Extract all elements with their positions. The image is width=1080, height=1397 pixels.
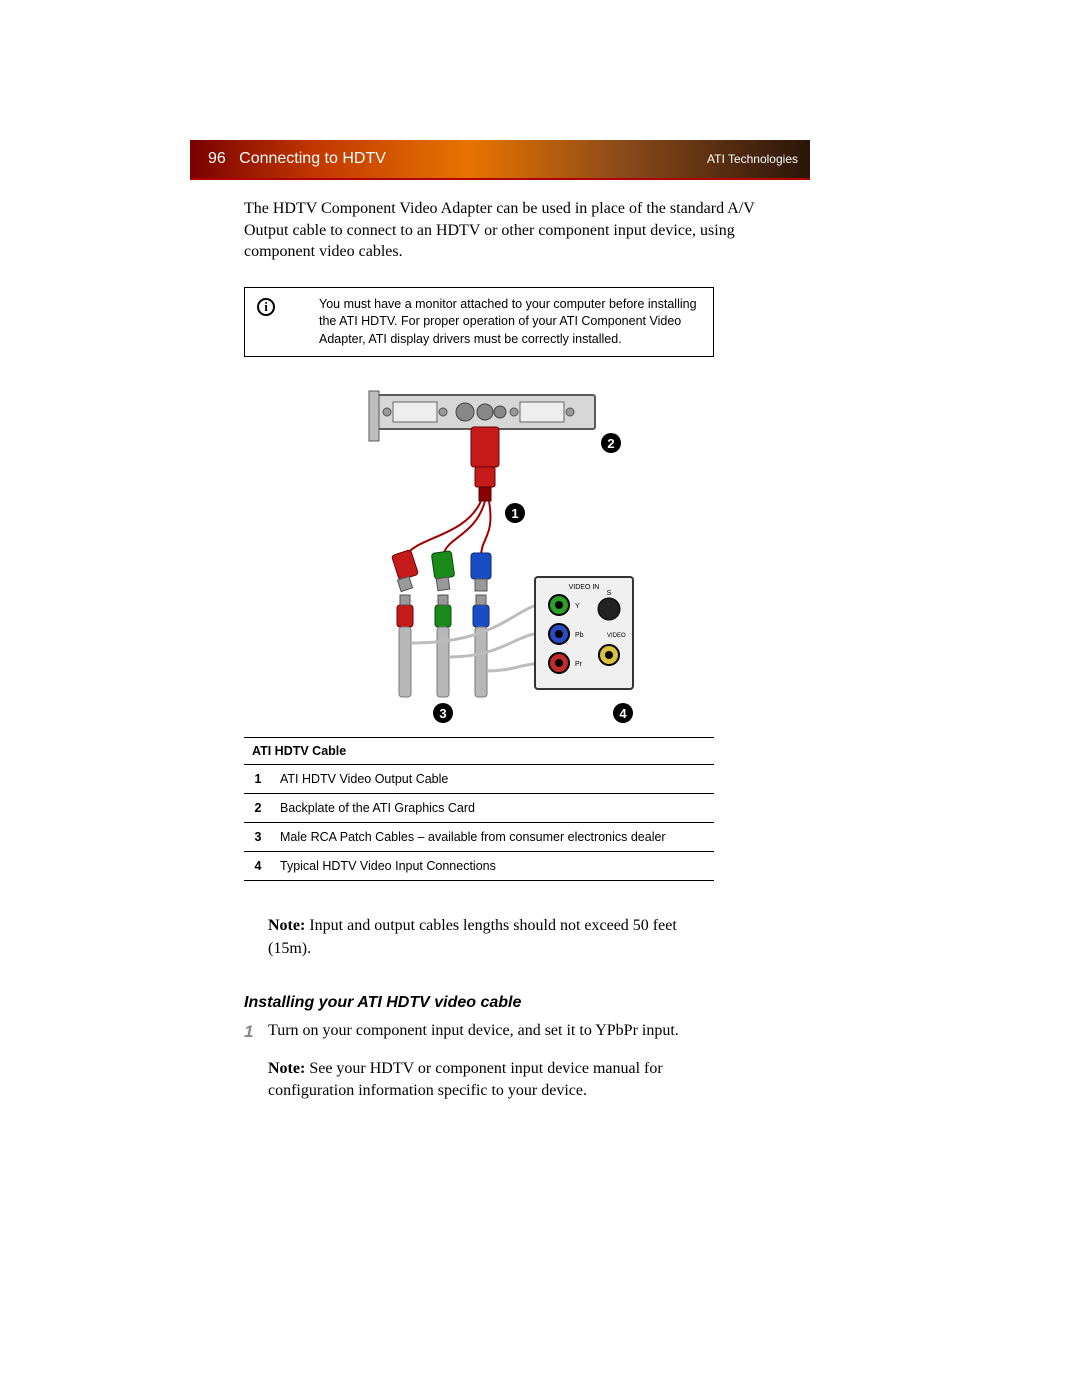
callout-3: 3 <box>439 706 446 721</box>
install-heading: Installing your ATI HDTV video cable <box>244 994 756 1012</box>
header-left: 96 Connecting to HDTV <box>208 150 386 168</box>
row-label: Male RCA Patch Cables – available from c… <box>272 823 714 852</box>
callout-4: 4 <box>619 706 627 721</box>
install-step-1: 1 Turn on your component input device, a… <box>244 1020 756 1044</box>
rca-bottom-red <box>397 595 413 627</box>
row-label: ATI HDTV Video Output Cable <box>272 765 714 794</box>
row-num: 2 <box>244 794 272 823</box>
note-label: Note: <box>268 917 305 934</box>
row-label: Typical HDTV Video Input Connections <box>272 852 714 881</box>
row-num: 3 <box>244 823 272 852</box>
rca-bottom-green <box>435 595 451 627</box>
label-pb: Pb <box>575 632 584 639</box>
page-number: 96 <box>208 150 226 167</box>
label-s: S <box>607 590 612 597</box>
row-label: Backplate of the ATI Graphics Card <box>272 794 714 823</box>
hdtv-cable-diagram: VIDEO IN Y S Pb VIDEO Pr <box>244 387 756 727</box>
label-pr: Pr <box>575 661 583 668</box>
hdtv-adapter-plug <box>471 427 499 501</box>
row-num: 1 <box>244 765 272 794</box>
info-callout-text: You must have a monitor attached to your… <box>319 296 701 349</box>
note-text: See your HDTV or component input device … <box>268 1060 663 1099</box>
info-callout-box: i You must have a monitor attached to yo… <box>244 287 714 358</box>
note-label: Note: <box>268 1060 305 1077</box>
note-text: Input and output cables lengths should n… <box>268 917 677 956</box>
label-y: Y <box>575 603 580 610</box>
cable-length-note: Note: Input and output cables lengths sh… <box>244 915 714 960</box>
diagram-svg: VIDEO IN Y S Pb VIDEO Pr <box>355 387 645 727</box>
page-header-bar: 96 Connecting to HDTV ATI Technologies <box>190 140 810 180</box>
row-num: 4 <box>244 852 272 881</box>
label-video-in: VIDEO IN <box>569 584 600 591</box>
header-separator <box>230 150 234 167</box>
adapter-wires <box>405 501 490 557</box>
callout-2: 2 <box>607 436 614 451</box>
brand-label: ATI Technologies <box>707 152 798 166</box>
table-row: 1 ATI HDTV Video Output Cable <box>244 765 714 794</box>
info-icon: i <box>257 298 275 316</box>
table-row: 4 Typical HDTV Video Input Connections <box>244 852 714 881</box>
rca-bottom-blue <box>473 595 489 627</box>
page-content: The HDTV Component Video Adapter can be … <box>190 180 756 1103</box>
section-title: Connecting to HDTV <box>239 150 386 167</box>
rca-head-blue <box>471 553 491 591</box>
install-step-note: Note: See your HDTV or component input d… <box>244 1058 714 1103</box>
document-page: 96 Connecting to HDTV ATI Technologies T… <box>190 140 810 1103</box>
step-text: Turn on your component input device, and… <box>268 1020 756 1044</box>
cable-legend-table: ATI HDTV Cable 1 ATI HDTV Video Output C… <box>244 737 714 881</box>
step-number: 1 <box>244 1020 268 1044</box>
hdtv-input-panel: VIDEO IN Y S Pb VIDEO Pr <box>535 577 633 689</box>
rca-head-green <box>431 551 454 591</box>
table-row: 2 Backplate of the ATI Graphics Card <box>244 794 714 823</box>
table-row: 3 Male RCA Patch Cables – available from… <box>244 823 714 852</box>
intro-paragraph: The HDTV Component Video Adapter can be … <box>244 198 756 263</box>
callout-1: 1 <box>511 506 518 521</box>
table-title: ATI HDTV Cable <box>244 738 714 765</box>
rca-head-red <box>391 550 418 592</box>
label-video: VIDEO <box>607 633 626 639</box>
patch-cables <box>399 627 487 697</box>
